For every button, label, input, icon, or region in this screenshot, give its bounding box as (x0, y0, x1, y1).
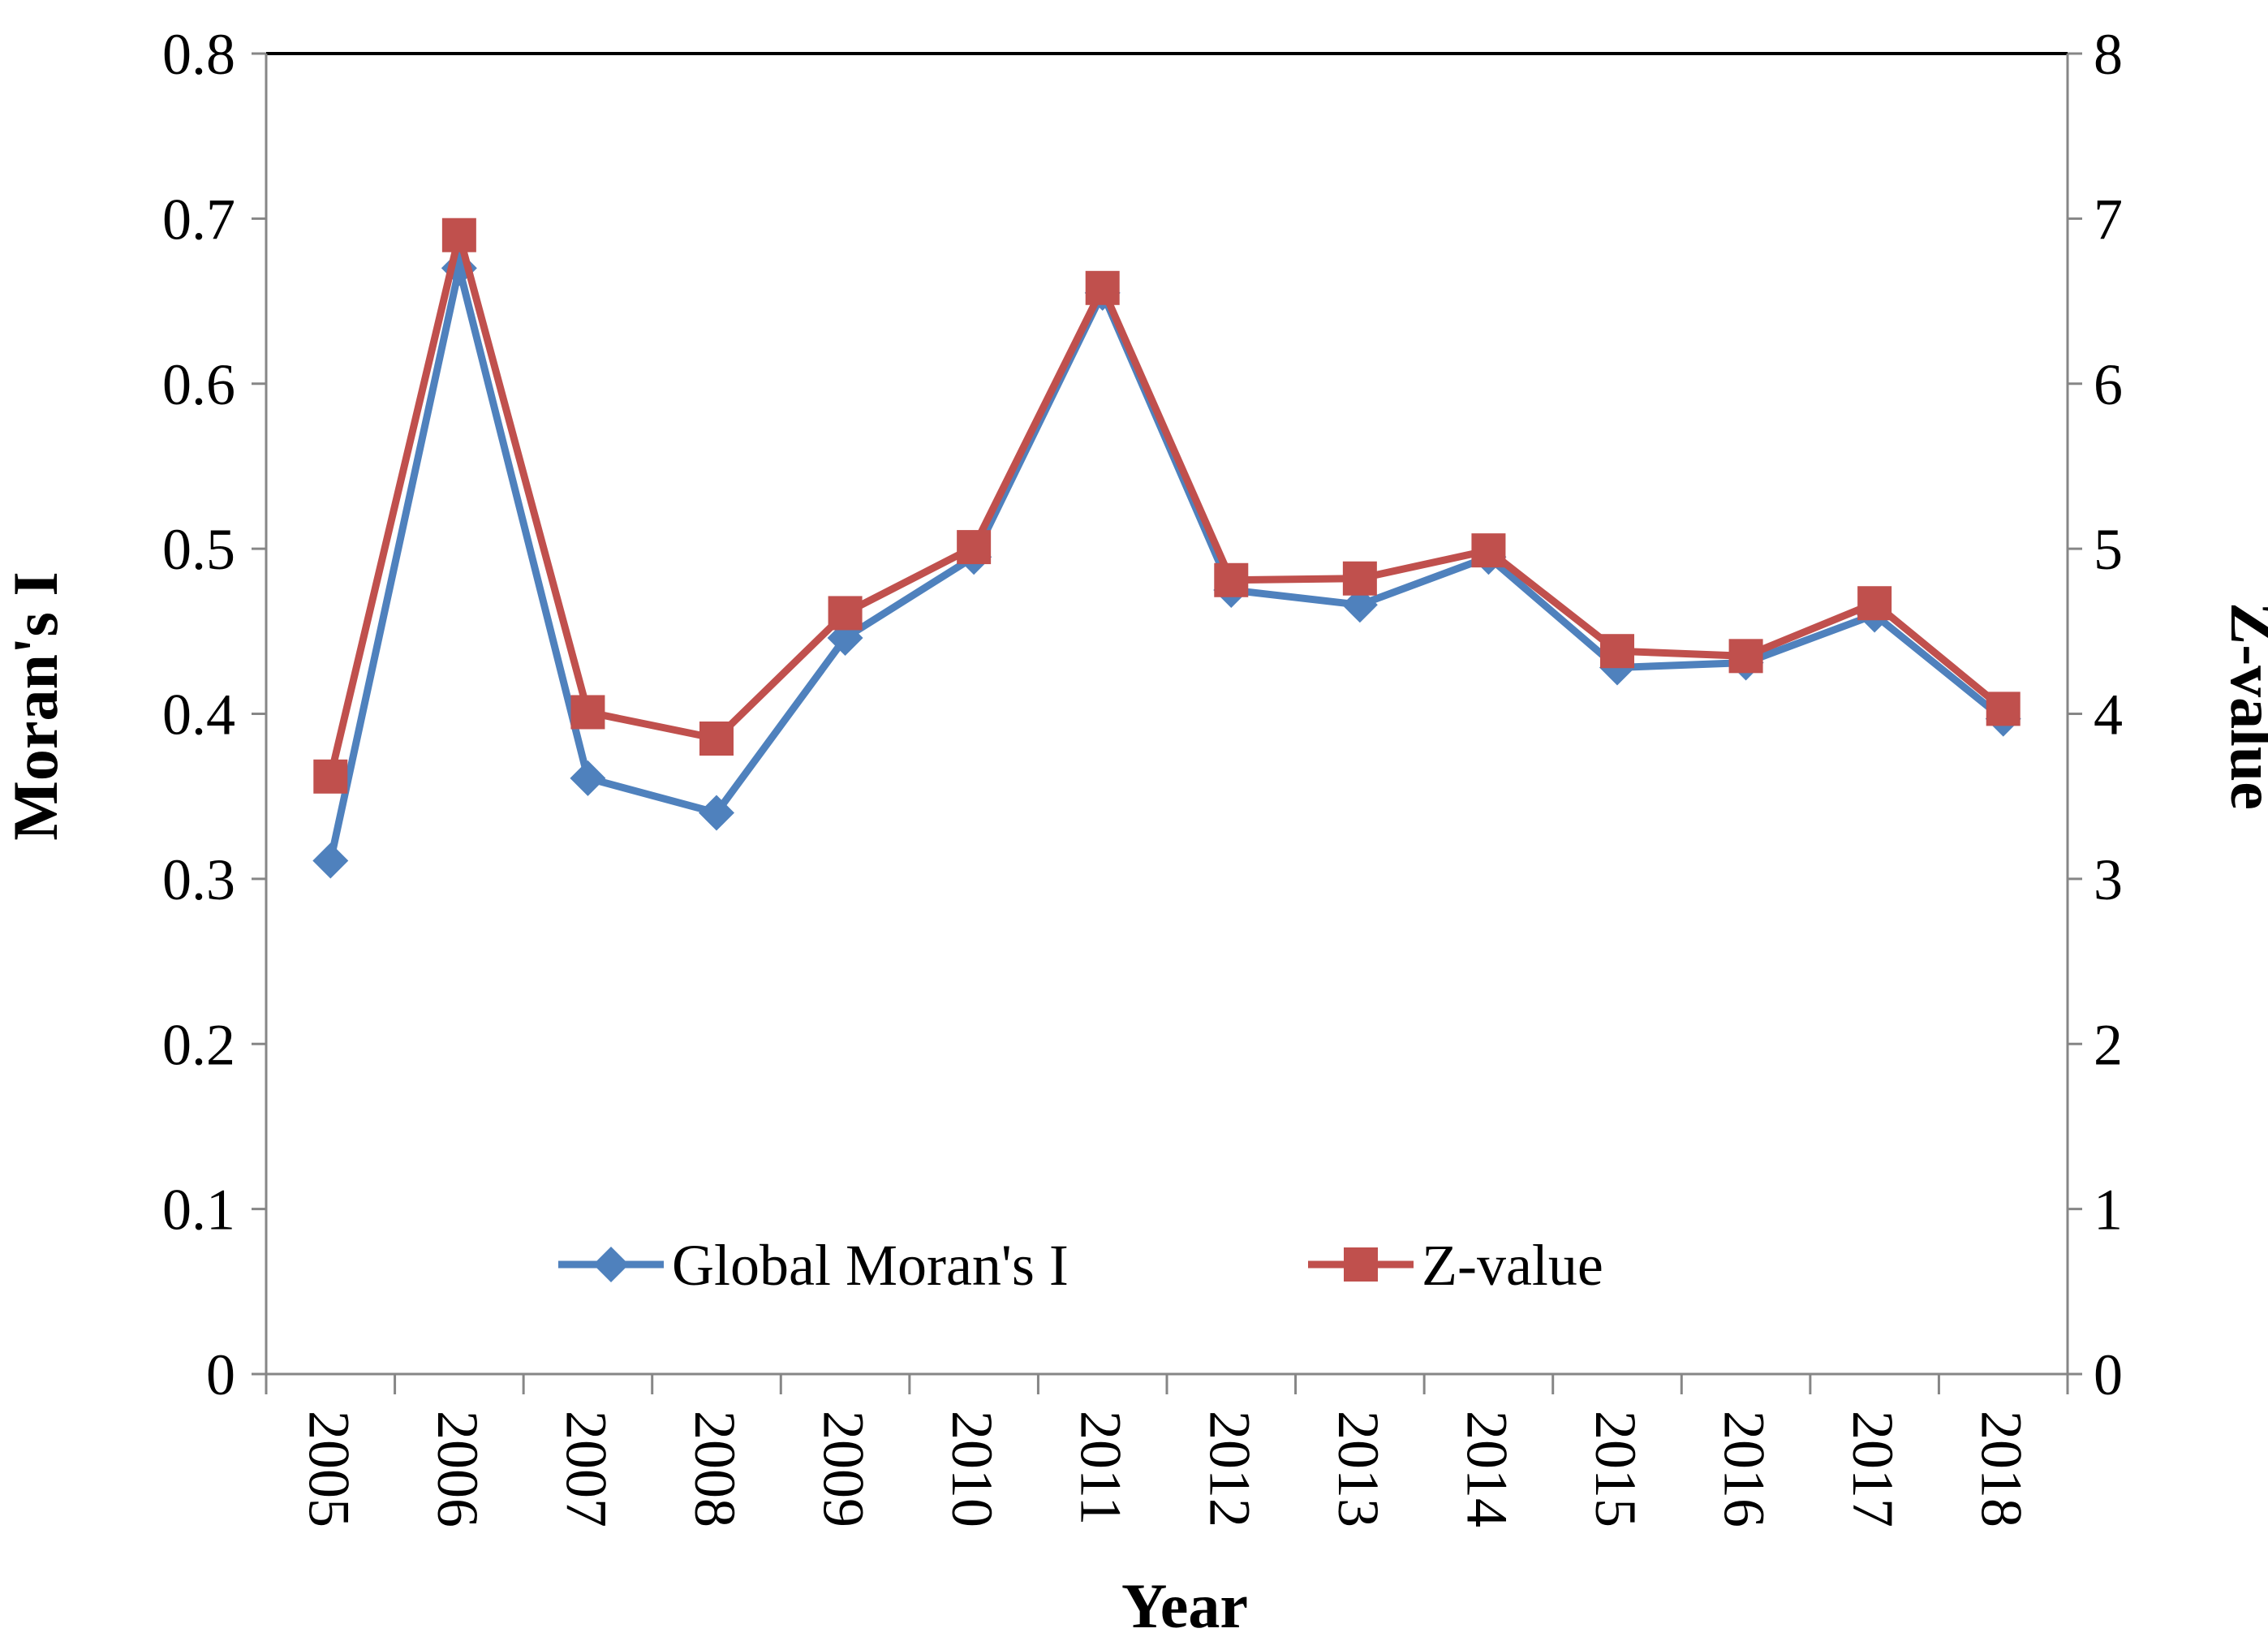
x-tick-label: 2013 (1326, 1411, 1391, 1527)
x-tick-label: 2012 (1197, 1411, 1262, 1527)
x-tick-label: 2009 (811, 1411, 876, 1527)
y-left-tick-label: 0.2 (162, 1012, 235, 1077)
y-right-tick-label: 6 (2094, 352, 2123, 417)
y-axis-left-title: Moran's I (0, 571, 71, 841)
y-left-tick-label: 0.6 (162, 352, 235, 417)
y-left-tick-label: 0.1 (162, 1178, 235, 1243)
x-tick-label: 2005 (296, 1411, 361, 1527)
legend-item-z-value: Z-value (1308, 1233, 1603, 1298)
y-right-tick-label: 7 (2094, 187, 2123, 252)
data-point-diamond (699, 795, 734, 831)
y-right-tick-label: 1 (2094, 1178, 2123, 1243)
x-tick-label: 2008 (682, 1411, 747, 1527)
y-right-tick-label: 4 (2094, 683, 2123, 747)
y-right-tick-label: 5 (2094, 517, 2123, 582)
data-point-square (1471, 533, 1506, 568)
legend: Global Moran's I Z-value (558, 1233, 1603, 1298)
y-axis-right-title: Z-value (2218, 602, 2268, 810)
series-z-value (313, 218, 2021, 794)
y-right-tick-label: 8 (2094, 22, 2123, 87)
series-layer (312, 218, 2021, 879)
data-point-square (1600, 634, 1634, 669)
series-line (326, 231, 2008, 781)
x-tick-label: 2011 (1069, 1411, 1134, 1525)
series-global-morans-i (312, 250, 2021, 879)
y-left-tick-label: 0.5 (162, 517, 235, 582)
data-point-square (313, 759, 348, 794)
x-tick-label: 2014 (1454, 1411, 1519, 1527)
data-point-diamond (312, 842, 349, 879)
axes: 0 0.1 0.2 0.3 0.4 0.5 0.6 0.7 0.8 0 1 2 3 4 5 6 7 8 2005 20… (162, 22, 2123, 1527)
data-point-square (1342, 561, 1377, 596)
y-left-tick-label: 0.7 (162, 187, 235, 252)
x-tick-label: 2018 (1969, 1411, 2034, 1527)
legend-diamond-marker (593, 1247, 629, 1282)
x-tick-label: 2017 (1840, 1411, 1905, 1527)
data-point-square (699, 722, 734, 756)
x-axis-title: Year (1121, 1570, 1248, 1641)
data-point-square (1728, 639, 1763, 674)
legend-label: Z-value (1422, 1233, 1603, 1298)
data-point-square (441, 218, 476, 252)
data-point-square (828, 596, 863, 631)
y-right-tick-label: 0 (2094, 1342, 2123, 1407)
data-point-square (570, 695, 605, 730)
y-right-tick-label: 2 (2094, 1012, 2123, 1077)
data-point-diamond (570, 760, 606, 796)
y-right-tick-label: 3 (2094, 847, 2123, 912)
y-left-tick-label: 0.8 (162, 22, 235, 87)
x-tick-label: 2007 (553, 1411, 618, 1527)
legend-label: Global Moran's I (672, 1233, 1069, 1298)
data-point-diamond (1341, 587, 1378, 623)
y-left-tick-label: 0.3 (162, 847, 235, 912)
data-point-square (1214, 562, 1249, 597)
y-left-tick-label: 0.4 (162, 683, 235, 747)
x-tick-label: 2016 (1712, 1411, 1777, 1527)
data-point-square (957, 530, 992, 565)
y-left-tick-label: 0 (206, 1342, 235, 1407)
x-tick-label: 2015 (1583, 1411, 1648, 1527)
x-tick-label: 2006 (425, 1411, 490, 1527)
legend-item-global-morans-i: Global Moran's I (558, 1233, 1069, 1298)
data-point-square (1085, 270, 1120, 305)
data-point-square (1986, 691, 2021, 726)
data-point-square (1857, 586, 1892, 621)
x-tick-label: 2010 (940, 1411, 1005, 1527)
legend-square-marker (1344, 1247, 1378, 1282)
